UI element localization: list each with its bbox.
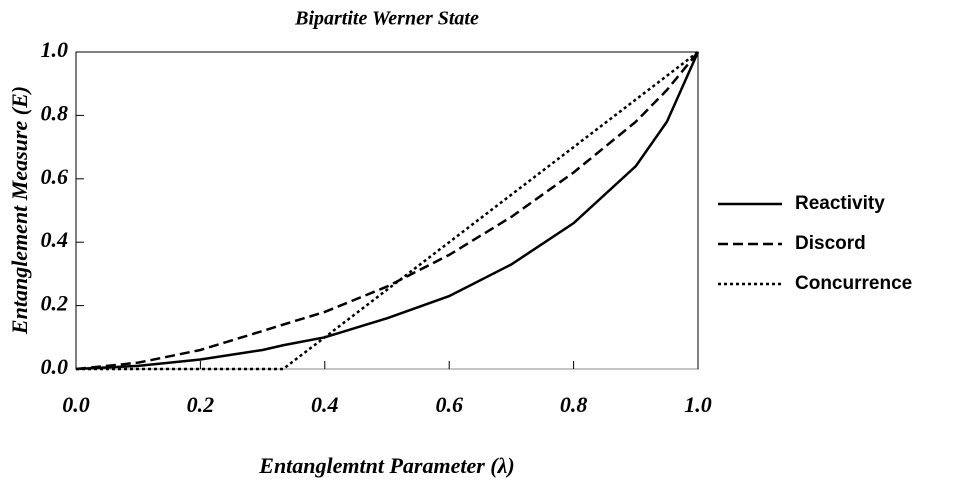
legend-label: Concurrence: [795, 273, 912, 294]
series-line: [76, 51, 699, 371]
plot-frame: [75, 51, 699, 370]
y-tick-label: 0.8: [41, 100, 69, 125]
series-line: [75, 51, 699, 371]
y-tick-label: 0.0: [41, 354, 69, 379]
y-axis-label: Entanglement Measure (E): [7, 86, 32, 335]
x-tick-label: 0.4: [311, 392, 339, 417]
legend-label: Reactivity: [795, 193, 885, 214]
legend-label: Discord: [795, 233, 866, 254]
x-tick-label: 0.2: [187, 392, 215, 417]
x-tick-label: 0.6: [435, 392, 463, 417]
y-tick-label: 1.0: [41, 37, 69, 62]
x-tick-label: 0.0: [62, 392, 90, 417]
chart-title: Bipartite Werner State: [294, 8, 479, 30]
x-tick-label: 0.8: [560, 392, 588, 417]
series-line: [75, 51, 700, 371]
y-tick-label: 0.2: [41, 291, 69, 316]
y-tick-label: 0.4: [41, 227, 69, 252]
y-tick-label: 0.6: [41, 164, 69, 189]
x-tick-label: 1.0: [684, 392, 712, 417]
x-axis-label: Entanglemtnt Parameter (λ): [258, 453, 514, 478]
